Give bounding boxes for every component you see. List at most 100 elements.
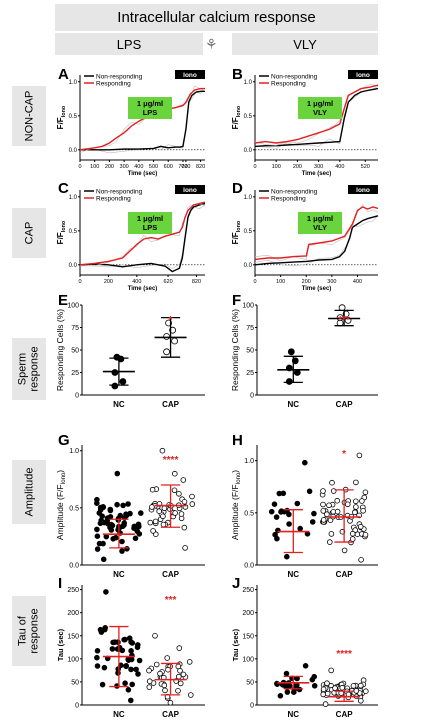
panel-j-point-nc — [311, 673, 318, 680]
panel-g-significance: **** — [163, 455, 179, 466]
panel-i-point-cap — [150, 680, 157, 686]
panel-i-point-nc — [128, 639, 134, 645]
panel-j-point-cap — [356, 690, 363, 696]
panel-i-point-nc — [123, 663, 129, 670]
row-label-amplitude: Amplitude — [12, 460, 46, 524]
panel-g-point-nc — [121, 520, 127, 526]
panel-j-point-cap — [338, 681, 345, 688]
panel-b-treatment-dose: 1 μg/ml — [307, 99, 333, 108]
panel-g-point-nc — [96, 510, 103, 516]
panel-i-point-nc — [128, 656, 135, 663]
panel-h-point-cap — [358, 524, 364, 531]
panel-i-point-nc — [116, 644, 123, 651]
panel-j-point-cap — [328, 682, 334, 689]
panel-i-point-nc — [115, 639, 121, 645]
panel-h-point-cap — [359, 504, 366, 511]
panel-j-point-cap — [340, 688, 347, 694]
panel-i-point-cap — [158, 681, 165, 687]
panel-g-point-nc — [121, 522, 127, 528]
panel-g-point-nc — [136, 531, 143, 537]
panel-j-point-cap — [324, 690, 331, 697]
panel-h-point-cap — [344, 501, 351, 508]
panel-g-point-nc — [94, 496, 100, 503]
panel-g-point-cap — [172, 510, 178, 516]
panel-g-point-nc — [104, 515, 111, 521]
panel-h-point-cap — [320, 517, 327, 523]
panel-j-point-cap — [335, 689, 342, 696]
panel-f-y-tick-label: 25 — [246, 370, 254, 377]
panel-f-y-label: Responding Cells (%) — [230, 309, 240, 391]
panel-h-point-cap — [338, 514, 344, 520]
panel-g-point-nc — [114, 470, 121, 477]
panel-h-point-nc — [294, 500, 301, 507]
panel-i-point-nc — [118, 662, 124, 669]
panel-h-y-tick-label: 0.5 — [244, 510, 254, 517]
panel-h-point-cap — [350, 524, 357, 531]
panel-c-treatment-dose: 1 μg/ml — [137, 214, 163, 223]
panel-a-y-tick-label: 0.0 — [69, 148, 78, 154]
panel-i-point-nc — [121, 636, 127, 643]
panel-g-point-cap — [178, 511, 185, 517]
panel-h-point-cap — [360, 526, 367, 532]
panel-j-point-cap — [320, 688, 327, 694]
panel-i-point-cap — [165, 695, 171, 701]
panel-j-point-cap — [338, 681, 344, 688]
panel-h-point-cap — [348, 513, 355, 520]
panel-a-x-tick-label: 820 — [196, 164, 205, 170]
panel-h-point-cap — [322, 516, 329, 523]
panel-i-point-nc — [116, 646, 122, 652]
panel-g-point-cap — [150, 528, 156, 534]
panel-j-point-nc — [293, 682, 300, 688]
panel-j-point-nc — [285, 681, 291, 688]
panel-g-point-cap — [152, 502, 158, 509]
panel-g-point-cap — [189, 493, 195, 500]
panel-i-point-nc — [122, 680, 128, 686]
panel-d-legend-label-0: Non-responding — [271, 189, 318, 196]
panel-i-y-tick-label: 250 — [67, 587, 79, 594]
panel-h-point-cap — [328, 531, 335, 537]
panel-g-y-tick-label: 0.5 — [69, 505, 79, 512]
panel-g-point-nc — [113, 534, 119, 541]
panel-i-point-cap — [157, 670, 163, 677]
panel-a-series-responding-line — [79, 87, 205, 151]
panel-i-point-cap — [148, 665, 155, 672]
panel-g-category-cap: CAP — [162, 570, 180, 579]
panel-g-point-cap — [181, 524, 188, 531]
panel-j-point-cap — [357, 688, 364, 694]
panel-a-treatment-box — [128, 97, 172, 119]
panel-d-series-0-error — [254, 215, 379, 267]
panel-g-point-nc — [97, 520, 104, 527]
panel-i-point-cap — [177, 667, 183, 674]
panel-g-point-nc — [135, 521, 142, 528]
panel-b-x-tick-label: 520 — [361, 164, 370, 170]
panel-j-point-cap — [334, 690, 341, 696]
panel-i-y-tick-label: 150 — [67, 633, 79, 640]
panel-i-point-nc — [129, 640, 136, 646]
panel-j-point-cap — [344, 685, 351, 692]
panel-g-point-nc — [109, 522, 116, 529]
panel-a-x-tick-label: 500 — [149, 164, 158, 170]
panel-g-point-nc — [99, 513, 105, 519]
panel-a-legend-label-1: Responding — [96, 81, 131, 88]
panel-a-x-tick-label: 300 — [120, 164, 129, 170]
panel-j-point-cap — [358, 682, 364, 689]
sperm-label-line2: response — [29, 346, 42, 392]
panel-g-point-nc — [131, 523, 138, 530]
panel-g-point-nc — [123, 511, 129, 518]
panel-i-significance: *** — [165, 595, 177, 606]
panel-h-point-nc — [309, 519, 316, 525]
panel-c-y-tick-label: 1.0 — [69, 195, 78, 201]
panel-i-point-nc — [129, 681, 136, 688]
panel-g-point-cap — [160, 509, 167, 515]
panel-f-y-tick-label: 75 — [246, 325, 254, 332]
panel-g-point-nc — [131, 525, 137, 531]
panel-e-point-cap — [163, 348, 171, 356]
panel-g-point-cap — [158, 511, 165, 518]
panel-h-point-nc — [304, 530, 311, 537]
panel-h-point-cap — [348, 539, 354, 546]
panel-g-point-cap — [156, 501, 163, 507]
panel-i-y-tick-label: 50 — [71, 679, 79, 686]
panel-i-point-nc — [114, 683, 120, 689]
panel-g-point-nc — [127, 510, 133, 517]
